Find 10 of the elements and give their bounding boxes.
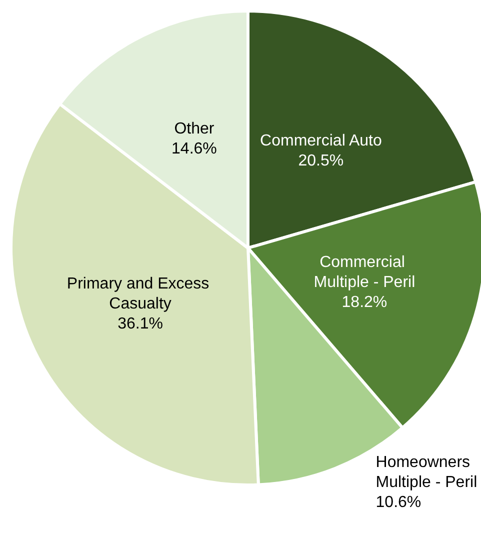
slice-label: Homeowners Multiple - Peril: [376, 454, 478, 491]
data-label: 10.6%: [376, 494, 422, 511]
data-label: 14.6%: [172, 140, 217, 158]
slice-label: Primary and Excess Casualty: [66, 276, 214, 313]
data-label: 18.2%: [342, 294, 388, 312]
slice-label: Commercial Multiple - Peril: [314, 254, 416, 292]
slice-label: Other: [174, 120, 215, 138]
data-label: 20.5%: [298, 152, 344, 170]
data-label: 36.1%: [118, 316, 163, 333]
slice-label: Commercial Auto: [260, 132, 382, 150]
